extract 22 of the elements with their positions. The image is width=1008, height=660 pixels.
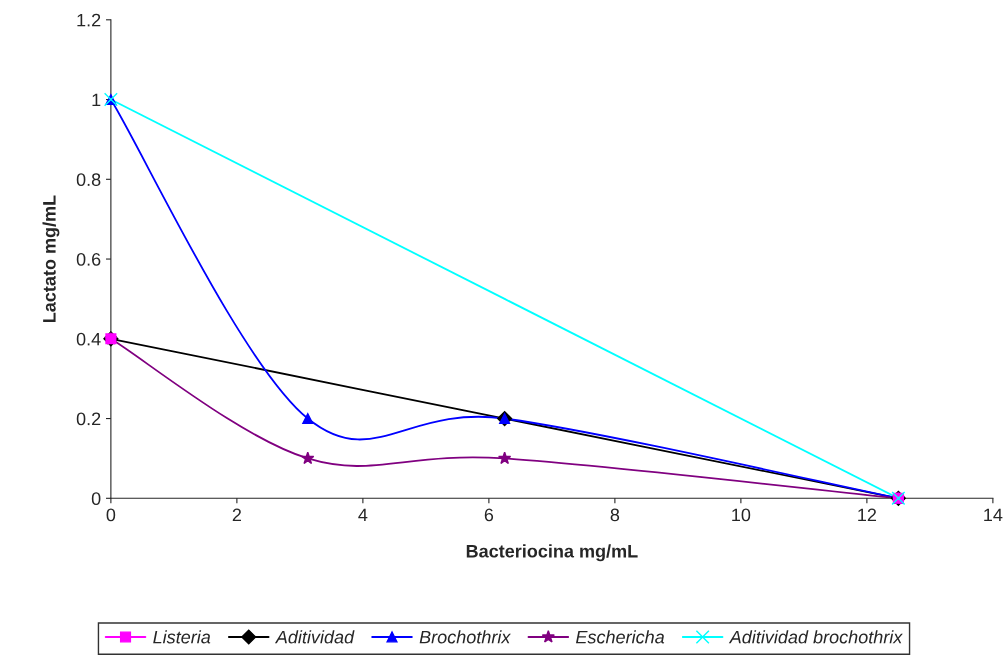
x-tick-label: 10 <box>732 508 751 522</box>
y-tick-label: 1 <box>92 93 101 107</box>
x-axis-title: Bacteriocina mg/mL <box>466 544 638 562</box>
y-tick-label: 0.6 <box>76 252 101 266</box>
legend-label: Eschericha <box>575 630 665 644</box>
y-tick-label: 1.2 <box>77 13 101 27</box>
x-tick-label: 4 <box>358 508 368 522</box>
y-tick-label: 0 <box>91 492 101 506</box>
legend-label: Aditividad brochothrix <box>728 630 903 644</box>
x-tick-label: 6 <box>484 508 494 522</box>
y-tick-label: 0.2 <box>76 412 101 426</box>
x-tick-label: 12 <box>858 508 877 522</box>
y-tick-label: 0.4 <box>76 332 101 346</box>
x-tick-label: 0 <box>106 508 116 522</box>
legend-label: Brochothrix <box>419 630 511 644</box>
x-tick-label: 14 <box>984 508 1003 522</box>
x-tick-label: 2 <box>232 508 241 522</box>
x-tick-label: 8 <box>610 508 620 522</box>
legend-label: Listeria <box>153 630 211 644</box>
y-axis-title: Lactato mg/mL <box>42 195 60 323</box>
y-tick-label: 0.8 <box>76 173 101 187</box>
legend-label: Aditividad <box>274 630 355 644</box>
